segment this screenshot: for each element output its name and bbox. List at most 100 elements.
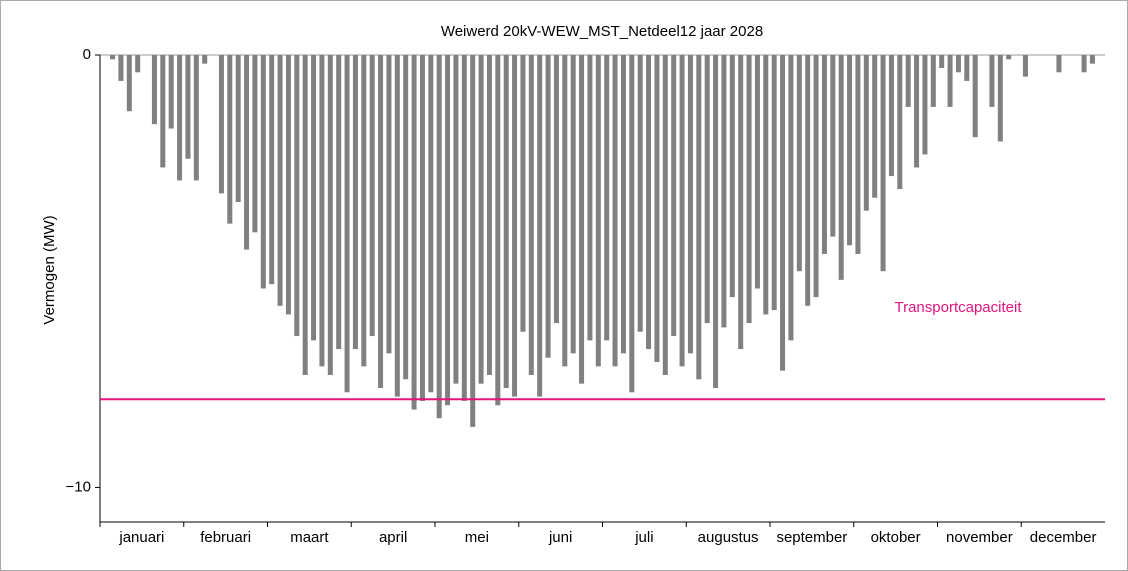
bar [285, 55, 291, 315]
bar [947, 55, 953, 107]
bar [587, 55, 593, 341]
bar [562, 55, 568, 367]
bar [277, 55, 283, 306]
chart-title: Weiwerd 20kV-WEW_MST_Netdeel12 jaar 2028 [441, 23, 763, 40]
bar [830, 55, 836, 237]
bar [955, 55, 961, 73]
bar [972, 55, 978, 138]
bar [847, 55, 853, 246]
bar [713, 55, 719, 388]
bar [1006, 55, 1012, 60]
bar [662, 55, 668, 375]
bar [872, 55, 878, 198]
x-tick-label: november [946, 529, 1013, 546]
bar [411, 55, 417, 410]
bar [570, 55, 576, 354]
bar [637, 55, 643, 332]
bar [294, 55, 300, 337]
bar [788, 55, 794, 341]
bar [520, 55, 526, 332]
x-tick-label: december [1030, 529, 1097, 546]
bar [754, 55, 760, 289]
bar [880, 55, 886, 272]
bar [528, 55, 534, 375]
bar [704, 55, 710, 324]
bar [160, 55, 166, 168]
bar [495, 55, 501, 406]
bar [897, 55, 903, 190]
bar [419, 55, 425, 401]
x-tick-label: februari [200, 529, 251, 546]
bar [537, 55, 543, 397]
bar [939, 55, 945, 68]
bar [110, 55, 116, 60]
bar [721, 55, 727, 328]
bar [654, 55, 660, 363]
bar [512, 55, 518, 397]
bar [1022, 55, 1028, 77]
bar [302, 55, 308, 375]
bar [327, 55, 333, 375]
bar [470, 55, 476, 427]
bar [579, 55, 585, 384]
bar [763, 55, 769, 315]
y-tick-label: 0 [83, 46, 91, 63]
x-tick-label: april [379, 529, 407, 546]
y-tick-label: −10 [66, 478, 91, 495]
bar [177, 55, 183, 181]
bar [118, 55, 124, 81]
bar [696, 55, 702, 380]
y-axis-label: Vermogen (MW) [41, 215, 58, 324]
x-tick-label: maart [290, 529, 329, 546]
bar [997, 55, 1003, 142]
bar [311, 55, 317, 341]
bar [218, 55, 224, 194]
bar [461, 55, 467, 401]
bar [344, 55, 350, 393]
bar [738, 55, 744, 350]
bar [185, 55, 191, 159]
bar [838, 55, 844, 280]
bar [269, 55, 275, 285]
capacity-label: Transportcapaciteit [894, 299, 1022, 316]
bar [453, 55, 459, 384]
bar [151, 55, 157, 125]
x-tick-label: september [776, 529, 847, 546]
bar [319, 55, 325, 367]
bar [855, 55, 861, 254]
bar [244, 55, 250, 250]
bar [771, 55, 777, 311]
bar [428, 55, 434, 393]
bar [193, 55, 199, 181]
bar [821, 55, 827, 254]
bar [545, 55, 551, 358]
bar [227, 55, 233, 224]
bar [369, 55, 375, 337]
bar [620, 55, 626, 354]
bar [595, 55, 601, 367]
bar [679, 55, 685, 367]
x-tick-label: oktober [871, 529, 921, 546]
x-tick-label: augustus [698, 529, 759, 546]
bar [687, 55, 693, 354]
bar [436, 55, 442, 419]
bar [386, 55, 392, 354]
bar [746, 55, 752, 324]
bar [914, 55, 920, 168]
bar [352, 55, 358, 350]
bar [1081, 55, 1087, 73]
bar [796, 55, 802, 272]
bar [930, 55, 936, 107]
bar [964, 55, 970, 81]
x-tick-label: juli [634, 529, 653, 546]
bar [135, 55, 141, 73]
bar [646, 55, 652, 350]
bar [805, 55, 811, 306]
bar [478, 55, 484, 384]
bar [863, 55, 869, 211]
bar [729, 55, 735, 298]
bar [503, 55, 509, 388]
bar [989, 55, 995, 107]
